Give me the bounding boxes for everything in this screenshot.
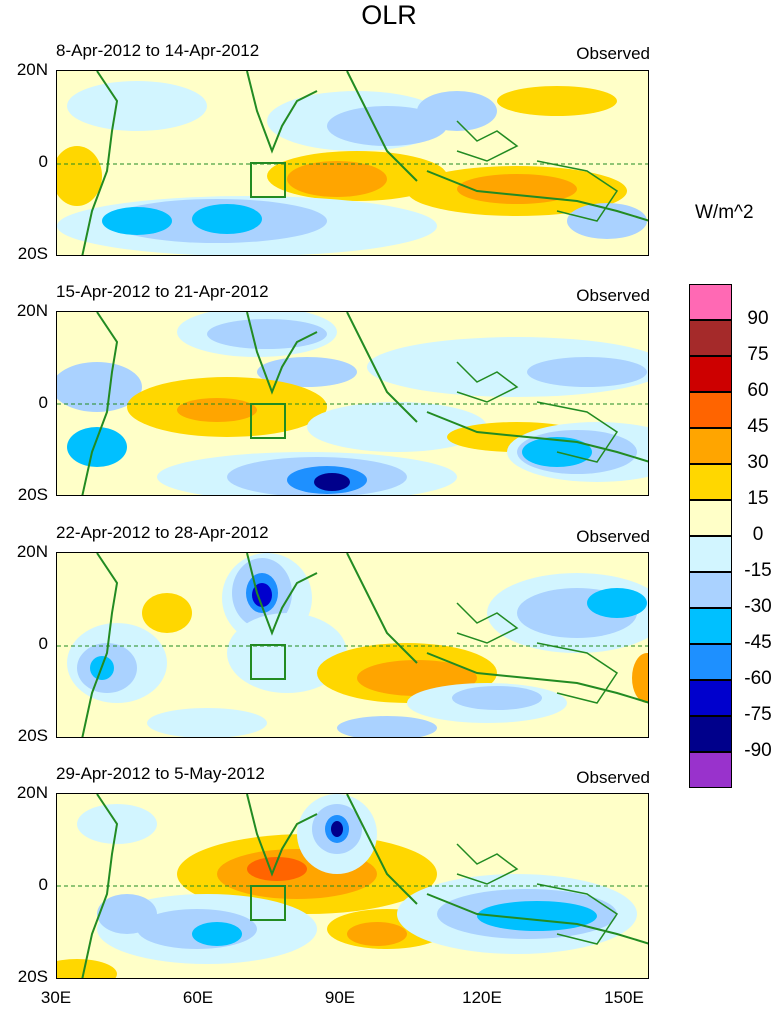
- colorbar-level-label: -60: [744, 668, 772, 689]
- panel-2-period: 15-Apr-2012 to 21-Apr-2012: [56, 282, 269, 301]
- panel-4-map: [56, 793, 649, 979]
- panel-4-period: 29-Apr-2012 to 5-May-2012: [56, 764, 265, 783]
- colorbar-swatch: [689, 608, 732, 644]
- lat-label-20n-3: 20N: [16, 542, 48, 561]
- lat-label-0-4: 0: [38, 875, 48, 894]
- panel-2-observed: Observed: [576, 286, 650, 305]
- colorbar-level-label: 45: [747, 416, 769, 437]
- lat-label-20s-4: 20S: [17, 967, 48, 986]
- lon-label-90e: 90E: [324, 988, 356, 1007]
- colorbar-swatch: [689, 356, 732, 392]
- colorbar-swatch: [689, 752, 732, 788]
- colorbar-level-label: 60: [747, 380, 769, 401]
- colorbar-swatch: [689, 536, 732, 572]
- colorbar-level-label: -15: [744, 560, 772, 581]
- colorbar-swatch: [689, 284, 732, 320]
- colorbar-level-label: -75: [744, 704, 772, 725]
- lat-label-20s-2: 20S: [17, 485, 48, 504]
- lon-label-150e: 150E: [604, 988, 644, 1007]
- lon-label-30e: 30E: [40, 988, 72, 1007]
- lat-label-20s-1: 20S: [17, 244, 48, 263]
- colorbar-level-label: -90: [744, 740, 772, 761]
- colorbar-level-label: 30: [747, 452, 769, 473]
- colorbar-swatch: [689, 644, 732, 680]
- colorbar-swatch: [689, 680, 732, 716]
- colorbar-units: W/m^2: [695, 202, 754, 223]
- colorbar-swatch: [689, 572, 732, 608]
- lat-label-0-3: 0: [38, 634, 48, 653]
- lat-label-20n-1: 20N: [16, 60, 48, 79]
- panel-3-map: [56, 552, 649, 738]
- colorbar-swatch: [689, 392, 732, 428]
- colorbar-level-label: 15: [747, 488, 769, 509]
- colorbar-level-label: 0: [752, 524, 764, 545]
- lat-label-0-2: 0: [38, 393, 48, 412]
- panel-3-observed: Observed: [576, 527, 650, 546]
- lat-label-20s-3: 20S: [17, 726, 48, 745]
- panel-1-observed: Observed: [576, 44, 650, 63]
- colorbar-swatch: [689, 464, 732, 500]
- panel-2-map: [56, 311, 649, 496]
- colorbar-level-label: -30: [744, 596, 772, 617]
- lon-label-120e: 120E: [462, 988, 502, 1007]
- lat-label-20n-4: 20N: [16, 783, 48, 802]
- panel-1-map: [56, 70, 649, 256]
- colorbar-swatch: [689, 428, 732, 464]
- panel-3-period: 22-Apr-2012 to 28-Apr-2012: [56, 523, 269, 542]
- colorbar-swatch: [689, 716, 732, 752]
- colorbar-level-label: 90: [747, 308, 769, 329]
- panel-4-observed: Observed: [576, 768, 650, 787]
- lat-label-0-1: 0: [38, 152, 48, 171]
- figure-title: OLR: [361, 0, 417, 30]
- panel-1-period: 8-Apr-2012 to 14-Apr-2012: [56, 41, 260, 60]
- colorbar-swatch: [689, 320, 732, 356]
- colorbar-swatch: [689, 500, 732, 536]
- lon-label-60e: 60E: [182, 988, 214, 1007]
- colorbar-level-label: -45: [744, 632, 772, 653]
- colorbar-level-label: 75: [747, 344, 769, 365]
- lat-label-20n-2: 20N: [16, 301, 48, 320]
